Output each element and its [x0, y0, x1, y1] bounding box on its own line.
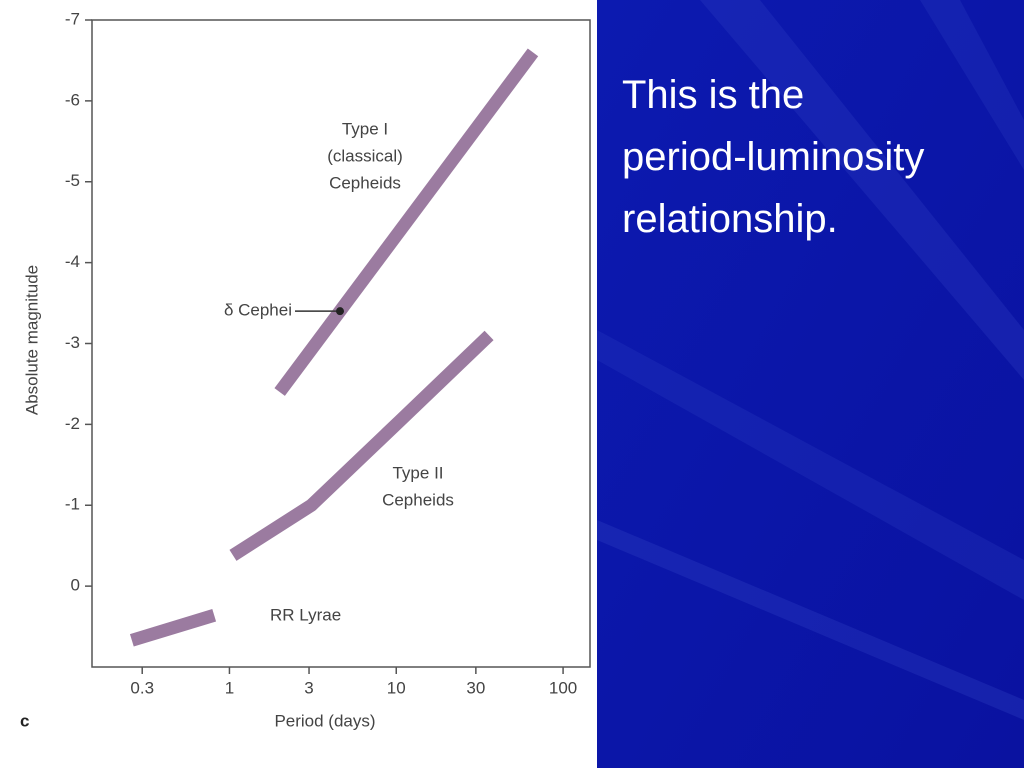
y-tick-label: -1 [65, 495, 80, 514]
x-tick-label: 1 [225, 678, 234, 697]
x-tick-label: 0.3 [130, 678, 154, 697]
point [336, 307, 345, 316]
background [597, 0, 1024, 768]
x-tick-label: 3 [304, 678, 313, 697]
band [129, 609, 217, 647]
y-tick-label: -5 [65, 171, 80, 190]
ray [700, 0, 1024, 380]
ray [920, 0, 1024, 170]
band [229, 330, 494, 561]
series-label: Cepheids [329, 173, 401, 192]
panel-label: c [20, 711, 29, 730]
x-tick-label: 100 [549, 678, 577, 697]
slide-text: period-luminosity [622, 135, 924, 179]
ray [597, 330, 1024, 600]
y-tick-label: 0 [71, 576, 80, 595]
y-tick-label: -7 [65, 9, 80, 28]
slide-text: This is the [622, 73, 804, 117]
ray [597, 520, 1024, 720]
image-panel [0, 0, 597, 768]
series-label: Type I [342, 119, 388, 138]
series-label: (classical) [327, 146, 403, 165]
text-panel: This is the period-luminosity relationsh… [597, 0, 1024, 768]
x-tick-label: 30 [466, 678, 485, 697]
y-tick-label: -2 [65, 414, 80, 433]
y-tick-label: -6 [65, 90, 80, 109]
y-tick-label: -3 [65, 333, 80, 352]
y-axis-title: Absolute magnitude [22, 265, 41, 415]
x-tick-label: 10 [387, 678, 406, 697]
y-tick-label: -4 [65, 252, 80, 271]
series-label: Cepheids [382, 490, 454, 509]
series-label: RR Lyrae [270, 605, 341, 624]
slide-text: relationship. [622, 197, 838, 241]
x-axis-title: Period (days) [274, 711, 375, 730]
point-label: δ Cephei [224, 301, 292, 320]
series-label: Type II [392, 463, 443, 482]
chart: Period (days) Absolute magnitude c 0 -1 -2… [20, 9, 591, 730]
band [274, 48, 539, 396]
